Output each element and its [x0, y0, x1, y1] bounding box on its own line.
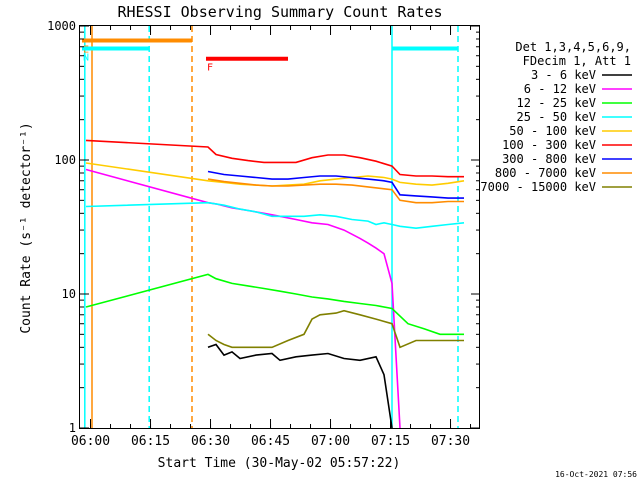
plot-frame: [79, 25, 480, 429]
axes: 1 10 100 1000 06:00 06:15 06:30 06:45 07:00 07:15…: [47, 19, 480, 449]
series-line-8: [207, 309, 464, 349]
series-line-1: [85, 168, 401, 429]
legend-entry-label: 100 - 300 keV: [502, 138, 596, 152]
timestamp: 16-Oct-2021 07:56: [555, 470, 637, 479]
y-tick-label: 100: [54, 153, 76, 167]
y-tick-label: 10: [62, 287, 76, 301]
y-tick-label: 1000: [47, 19, 76, 33]
chart-title: RHESSI Observing Summary Count Rates: [117, 3, 442, 21]
plot-area: ENF: [82, 26, 465, 429]
y-axis-label: Count Rate (s⁻¹ detector⁻¹): [19, 122, 34, 333]
x-tick-label: 07:00: [311, 434, 350, 449]
x-tick-label: 06:00: [71, 434, 110, 449]
legend-entry-label: 50 - 100 keV: [509, 124, 596, 138]
series-line-3: [85, 201, 465, 230]
x-tick-label: 07:15: [371, 434, 410, 449]
legend-header: Det 1,3,4,5,6,9,: [515, 40, 631, 54]
legend-header: FDecim 1, Att 1: [523, 54, 631, 68]
series-line-6: [207, 170, 464, 199]
x-tick-label: 06:15: [131, 434, 170, 449]
legend-entry-label: 800 - 7000 keV: [495, 166, 596, 180]
series-line-0: [207, 343, 393, 429]
legend-entry-label: 300 - 800 keV: [502, 152, 596, 166]
series-line-7: [207, 178, 464, 204]
x-axis-label: Start Time (30-May-02 05:57:22): [158, 456, 401, 471]
series-line-5: [85, 139, 464, 178]
x-tick-label: 06:45: [251, 434, 290, 449]
x-tick-label: 07:30: [431, 434, 470, 449]
flag-label-N: N: [83, 52, 89, 63]
flag-label-F: F: [207, 63, 213, 74]
legend-entry-label: 25 - 50 keV: [517, 110, 596, 124]
series-line-2: [85, 273, 464, 336]
x-tick-label: 06:30: [191, 434, 230, 449]
legend: Det 1,3,4,5,6,9,FDecim 1, Att 13 - 6 keV…: [480, 40, 632, 194]
legend-entry-label: 6 - 12 keV: [524, 82, 596, 96]
legend-entry-label: 3 - 6 keV: [531, 68, 596, 82]
series-line-4: [85, 162, 465, 187]
legend-entry-label: 12 - 25 keV: [517, 96, 596, 110]
y-tick-label: 1: [69, 421, 76, 435]
legend-entry-label: 7000 - 15000 keV: [480, 180, 596, 194]
